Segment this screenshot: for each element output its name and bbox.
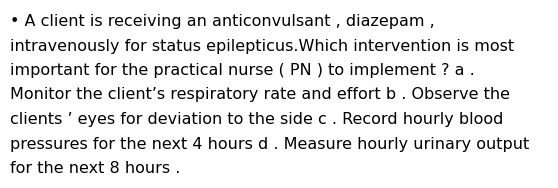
Text: important for the practical nurse ( PN ) to implement ? a .: important for the practical nurse ( PN )…: [10, 63, 475, 78]
Text: for the next 8 hours .: for the next 8 hours .: [10, 161, 180, 176]
Text: • A client is receiving an anticonvulsant , diazepam ,: • A client is receiving an anticonvulsan…: [10, 14, 435, 29]
Text: pressures for the next 4 hours d . Measure hourly urinary output: pressures for the next 4 hours d . Measu…: [10, 136, 529, 152]
Text: clients ’ eyes for deviation to the side c . Record hourly blood: clients ’ eyes for deviation to the side…: [10, 112, 503, 127]
Text: Monitor the client’s respiratory rate and effort b . Observe the: Monitor the client’s respiratory rate an…: [10, 87, 510, 102]
Text: intravenously for status epilepticus.Which intervention is most: intravenously for status epilepticus.Whi…: [10, 39, 514, 54]
